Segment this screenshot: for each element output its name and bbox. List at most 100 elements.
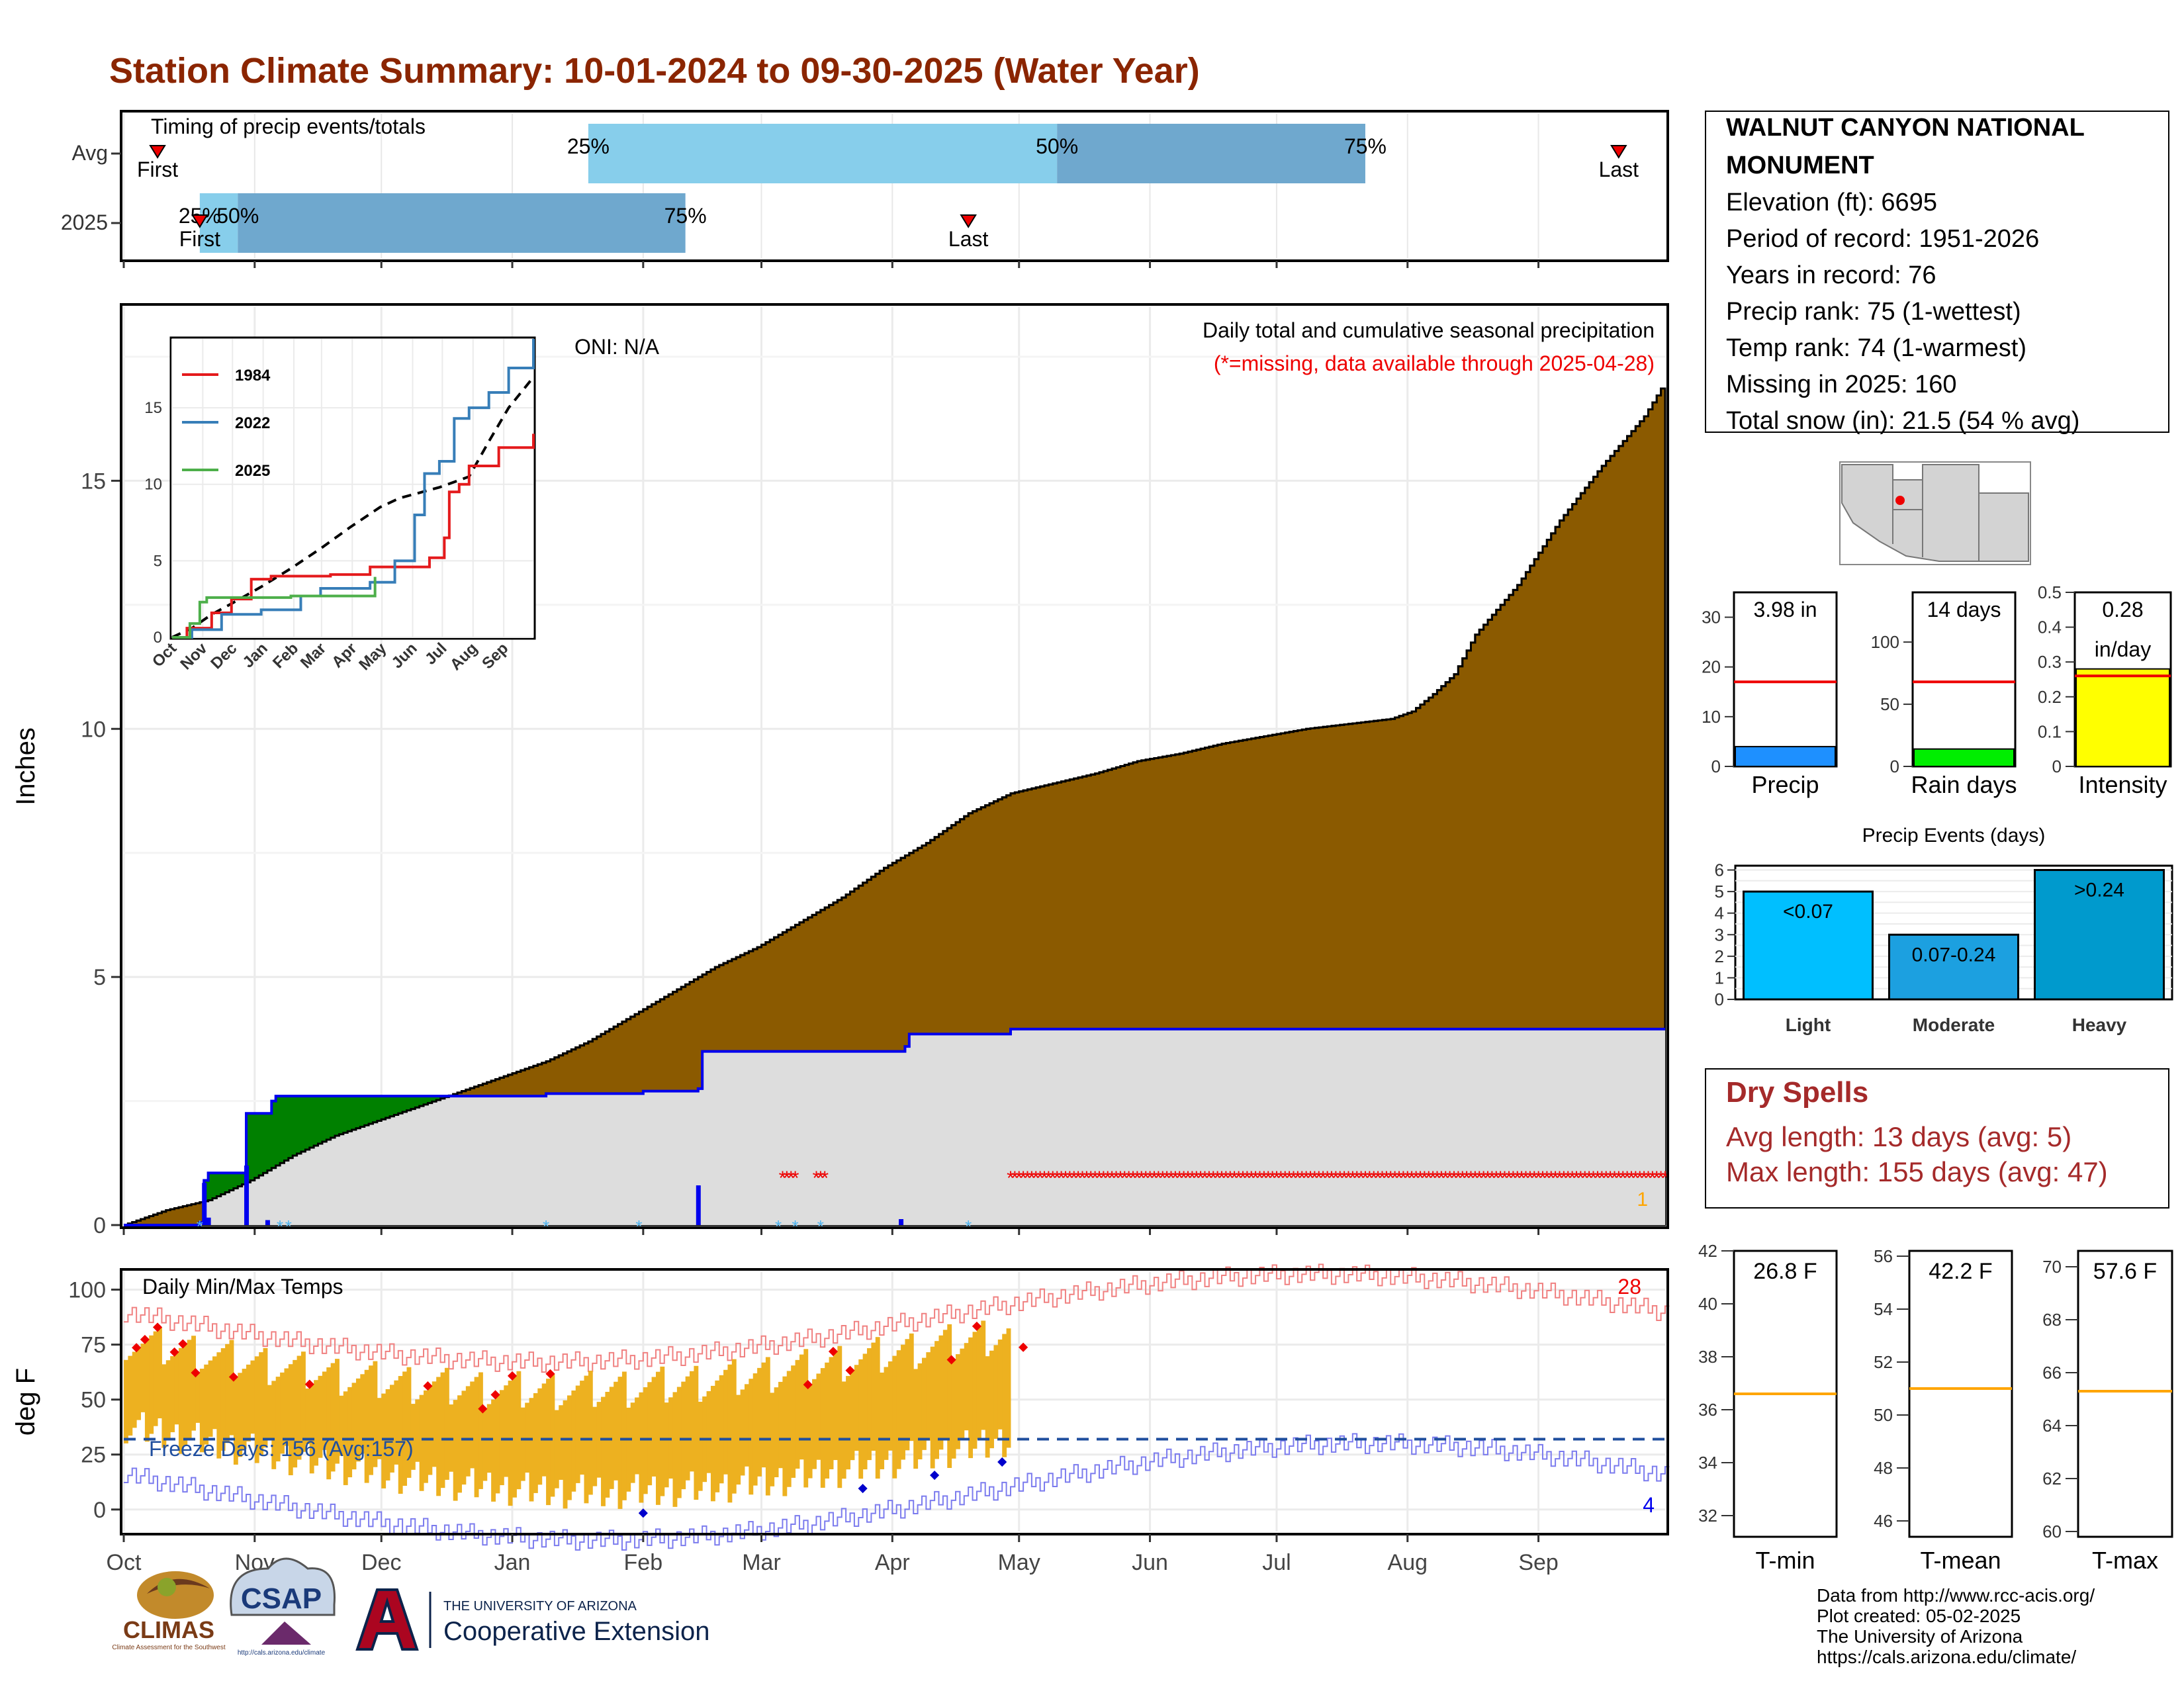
record-low-count: 4 [1643, 1493, 1655, 1517]
daily-temp-bar [419, 1394, 424, 1491]
daily-temp-bar [655, 1371, 660, 1505]
daily-temp-bar [1002, 1334, 1007, 1457]
missing-star: * [1585, 1167, 1593, 1189]
month-tick-label: Jun [1132, 1550, 1168, 1575]
surplus-segment [326, 1096, 332, 1140]
daily-temp-bar [216, 1352, 222, 1459]
missing-star: * [1302, 1167, 1310, 1189]
temp-box-y-tick: 50 [1874, 1405, 1893, 1425]
daily-temp-bar [512, 1375, 517, 1498]
daily-temp-bar [934, 1341, 939, 1459]
daily-temp-bar [351, 1383, 357, 1470]
daily-temp-bar [614, 1381, 619, 1481]
daily-temp-bar [588, 1371, 593, 1495]
daily-precip-bar [206, 1217, 211, 1225]
dry-title: Dry Spells [1726, 1076, 1868, 1109]
events-y-tick: 4 [1715, 903, 1724, 923]
climas-sub: Climate Assessment for the Southwest [112, 1644, 225, 1651]
surplus-segment [385, 1096, 390, 1119]
events-y-tick: 5 [1715, 882, 1724, 901]
daily-temp-bar [318, 1375, 323, 1458]
surplus-segment [246, 1113, 251, 1183]
credit-line: Data from http://www.rcc-acis.org/ [1817, 1585, 2095, 1606]
daily-temp-bar [233, 1377, 238, 1465]
mini-y-tick: 0.1 [2038, 721, 2062, 741]
mini-y-tick: 0 [2052, 756, 2062, 776]
missing-star: * [1197, 1167, 1205, 1189]
daily-temp-bar [858, 1359, 864, 1479]
missing-star: * [1184, 1167, 1192, 1189]
missing-star: * [1509, 1167, 1517, 1189]
daily-temp-bar [833, 1351, 838, 1461]
mini-value-bar [2075, 668, 2170, 767]
precip-desc: Daily total and cumulative seasonal prec… [1203, 318, 1655, 342]
missing-star: * [1235, 1167, 1243, 1189]
month-tick-label: Mar [742, 1550, 781, 1575]
climas-text: CLIMAS [123, 1616, 214, 1643]
missing-star: * [1142, 1167, 1150, 1189]
daily-temp-bar [770, 1393, 775, 1486]
temp-box-label: T-max [2092, 1547, 2158, 1574]
record-high-marker [132, 1343, 142, 1353]
daily-temp-bar [580, 1381, 585, 1475]
daily-temp-bar [158, 1327, 162, 1418]
events-bar [2034, 869, 2165, 1001]
missing-star: * [1560, 1167, 1568, 1189]
daily-temp-bar [938, 1335, 944, 1450]
missing-star: * [1311, 1167, 1319, 1189]
surplus-segment [296, 1096, 302, 1154]
missing-star: * [1420, 1167, 1428, 1189]
daily-temp-bar [774, 1387, 779, 1478]
missing-star: * [1598, 1167, 1606, 1189]
mini-value-label: 3.98 in [1753, 598, 1817, 621]
record-high-count: 28 [1617, 1275, 1641, 1299]
missing-star: * [1492, 1167, 1500, 1189]
daily-temp-bar [605, 1391, 610, 1498]
daily-temp-bar [887, 1361, 893, 1451]
month-tick-label: Aug [1388, 1550, 1428, 1575]
missing-star: * [1581, 1167, 1589, 1189]
missing-star: * [1011, 1167, 1019, 1189]
daily-temp-bar [563, 1400, 568, 1509]
daily-temp-bar [782, 1376, 788, 1496]
month-tick-label: Feb [624, 1550, 663, 1575]
daily-temp-bar [559, 1405, 564, 1480]
missing-star: * [1108, 1167, 1116, 1189]
events-y-tick: 6 [1715, 860, 1724, 880]
inset-series-line [172, 339, 535, 639]
mini-y-tick: 10 [1702, 707, 1721, 727]
mini-value-label: 0.28 [2102, 598, 2143, 621]
daily-precip-bar [899, 1219, 904, 1225]
temp-box-y-tick: 70 [2042, 1257, 2062, 1277]
timing-percent: 75% [1344, 134, 1387, 158]
daily-temp-bar [571, 1390, 576, 1492]
daily-temp-bar [250, 1360, 255, 1434]
surplus-segment [339, 1096, 344, 1134]
missing-star: * [1606, 1167, 1614, 1189]
missing-star: * [813, 1167, 821, 1189]
surplus-segment [389, 1096, 394, 1117]
daily-temp-bar [643, 1387, 648, 1494]
missing-star: * [1209, 1167, 1217, 1189]
surplus-segment [238, 1173, 243, 1187]
missing-star: * [1116, 1167, 1124, 1189]
inset-series-line [172, 576, 377, 639]
surplus-segment [208, 1173, 213, 1201]
missing-star: * [1315, 1167, 1323, 1189]
events-y-tick: 0 [1715, 989, 1724, 1009]
daily-temp-bar [820, 1368, 825, 1488]
missing-star: * [1611, 1167, 1619, 1189]
surplus-segment [432, 1096, 437, 1102]
missing-star: * [1484, 1167, 1492, 1189]
daily-temp-bar [537, 1388, 543, 1485]
ua-small-text: THE UNIVERSITY OF ARIZONA [443, 1599, 637, 1614]
daily-temp-bar [892, 1355, 897, 1479]
daily-temp-bar [128, 1355, 133, 1436]
missing-star: * [1437, 1167, 1445, 1189]
daily-temp-bar [482, 1408, 488, 1481]
temp-box-y-tick: 60 [2042, 1522, 2062, 1541]
events-bar-label: 0.07-0.24 [1912, 944, 1996, 966]
mini-chart-label: Rain days [1911, 771, 2017, 798]
daily-temp-bar [212, 1356, 217, 1430]
missing-star: * [1214, 1167, 1222, 1189]
